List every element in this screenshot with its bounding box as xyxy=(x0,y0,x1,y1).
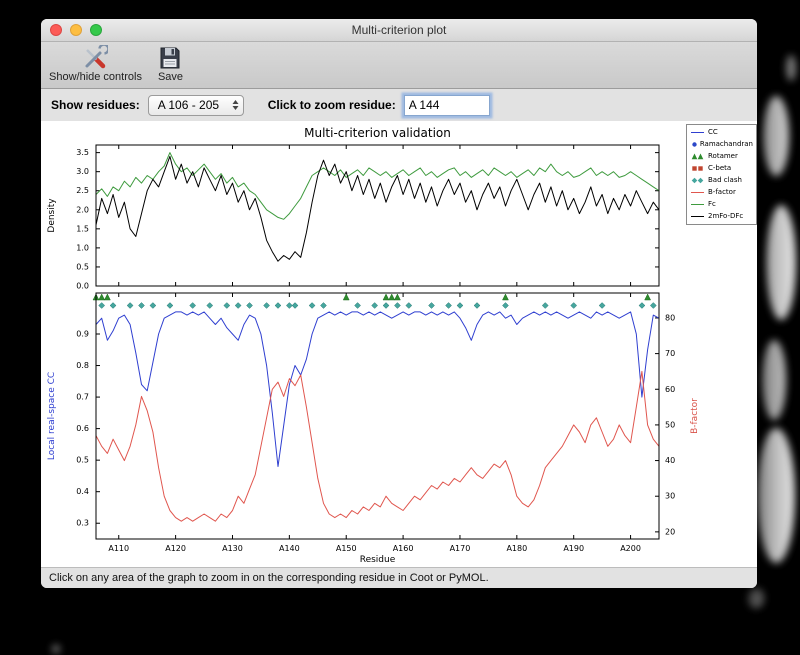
svg-text:60: 60 xyxy=(665,385,675,394)
controls-bar: Show residues: A 106 - 205 Click to zoom… xyxy=(41,89,757,121)
legend-item-2mfo-dfc: 2mFo-DFc xyxy=(690,211,753,222)
screenshot-artifact xyxy=(762,340,786,420)
svg-text:A150: A150 xyxy=(336,544,357,553)
legend-label: Ramachandran xyxy=(699,140,753,148)
zoom-residue-input[interactable] xyxy=(403,94,490,116)
toolbar: Show/hide controls Save xyxy=(41,42,757,89)
svg-text:Density: Density xyxy=(47,198,57,233)
legend-item-ramachandran: Ramachandran xyxy=(690,139,753,150)
svg-text:0.6: 0.6 xyxy=(76,424,89,433)
show-hide-controls-button[interactable]: Show/hide controls xyxy=(49,45,142,83)
svg-text:50: 50 xyxy=(665,420,675,429)
svg-text:3.5: 3.5 xyxy=(76,148,89,157)
window-title: Multi-criterion plot xyxy=(351,23,447,37)
svg-text:0.0: 0.0 xyxy=(76,282,89,291)
svg-text:70: 70 xyxy=(665,349,675,358)
svg-text:A200: A200 xyxy=(620,544,641,553)
line-legend-marker-icon xyxy=(691,216,704,217)
legend-label: C-beta xyxy=(708,164,732,172)
svg-text:1.0: 1.0 xyxy=(76,243,89,252)
status-bar: Click on any area of the graph to zoom i… xyxy=(41,567,757,588)
svg-text:A120: A120 xyxy=(165,544,186,553)
legend-label: B-factor xyxy=(708,188,736,196)
save-button[interactable]: Save xyxy=(158,45,183,83)
legend-item-fc: Fc xyxy=(690,199,753,210)
screenshot-artifact xyxy=(52,645,60,653)
triangle-legend-marker-icon xyxy=(691,153,704,160)
residue-range-value: A 106 - 205 xyxy=(157,98,220,112)
plot-panel: Multi-criterion validation Density Local r… xyxy=(41,121,757,567)
dropdown-stepper-icon xyxy=(232,99,239,111)
legend-label: Rotamer xyxy=(708,152,738,160)
svg-text:B-factor: B-factor xyxy=(690,398,700,434)
svg-text:2.0: 2.0 xyxy=(76,205,89,214)
multi-criterion-plot-window: Multi-criterion plot Show/hide controls xyxy=(41,19,757,588)
legend-label: 2mFo-DFc xyxy=(708,212,744,220)
save-label: Save xyxy=(157,71,184,83)
legend-item-cc: CC xyxy=(690,127,753,138)
legend-item-bad-clash: Bad clash xyxy=(690,175,753,186)
tools-icon xyxy=(82,45,109,71)
svg-text:A190: A190 xyxy=(563,544,584,553)
svg-text:0.3: 0.3 xyxy=(76,519,89,528)
svg-text:0.5: 0.5 xyxy=(76,262,89,271)
zoom-residue-label: Click to zoom residue: xyxy=(267,98,396,112)
svg-text:20: 20 xyxy=(665,527,675,536)
svg-text:A140: A140 xyxy=(279,544,300,553)
screenshot-artifact xyxy=(748,588,764,608)
legend-item-rotamer: Rotamer xyxy=(690,151,753,162)
screenshot-artifact xyxy=(766,205,796,320)
screenshot-artifact xyxy=(786,55,796,81)
svg-text:Multi-criterion validation: Multi-criterion validation xyxy=(304,126,451,140)
svg-text:Residue: Residue xyxy=(360,555,396,565)
legend-label: Bad clash xyxy=(708,176,742,184)
line-legend-marker-icon xyxy=(691,132,704,133)
multi-criterion-chart[interactable]: Multi-criterion validation Density Local r… xyxy=(41,121,757,567)
screenshot-artifact xyxy=(763,96,789,176)
svg-text:2.5: 2.5 xyxy=(76,186,89,195)
svg-text:Local real-space CC: Local real-space CC xyxy=(47,372,57,460)
svg-text:30: 30 xyxy=(665,492,675,501)
line-legend-marker-icon xyxy=(691,192,704,193)
svg-text:80: 80 xyxy=(665,313,675,322)
show-residues-label: Show residues: xyxy=(51,98,140,112)
svg-text:A110: A110 xyxy=(108,544,129,553)
line-legend-marker-icon xyxy=(691,204,704,205)
svg-text:0.4: 0.4 xyxy=(76,487,89,496)
legend-label: Fc xyxy=(708,200,716,208)
svg-text:3.0: 3.0 xyxy=(76,167,89,176)
svg-text:1.5: 1.5 xyxy=(76,224,89,233)
status-hint: Click on any area of the graph to zoom i… xyxy=(49,572,489,584)
legend-label: CC xyxy=(708,128,718,136)
legend-item-c-beta: C-beta xyxy=(690,163,753,174)
save-floppy-icon xyxy=(158,45,182,71)
legend-item-b-factor: B-factor xyxy=(690,187,753,198)
square-legend-marker-icon xyxy=(692,166,703,171)
close-button[interactable] xyxy=(50,24,62,36)
svg-text:0.7: 0.7 xyxy=(76,393,89,402)
zoom-window-button[interactable] xyxy=(90,24,102,36)
residue-range-dropdown[interactable]: A 106 - 205 xyxy=(147,94,244,116)
svg-text:A180: A180 xyxy=(506,544,527,553)
svg-text:0.5: 0.5 xyxy=(76,456,89,465)
traffic-lights xyxy=(50,24,102,36)
svg-text:A170: A170 xyxy=(450,544,471,553)
svg-text:0.9: 0.9 xyxy=(76,330,89,339)
show-hide-controls-label: Show/hide controls xyxy=(49,71,142,83)
screenshot-artifact xyxy=(757,428,795,563)
diamond-legend-marker-icon xyxy=(691,177,704,184)
chart-legend: CC Ramachandran Rotamer C-beta Bad clash B-fa… xyxy=(686,124,757,225)
circle-legend-marker-icon xyxy=(692,142,697,147)
minimize-button[interactable] xyxy=(70,24,82,36)
svg-text:A160: A160 xyxy=(393,544,414,553)
svg-text:0.8: 0.8 xyxy=(76,361,89,370)
window-titlebar[interactable]: Multi-criterion plot xyxy=(41,19,757,42)
svg-text:A130: A130 xyxy=(222,544,243,553)
svg-text:40: 40 xyxy=(665,456,675,465)
